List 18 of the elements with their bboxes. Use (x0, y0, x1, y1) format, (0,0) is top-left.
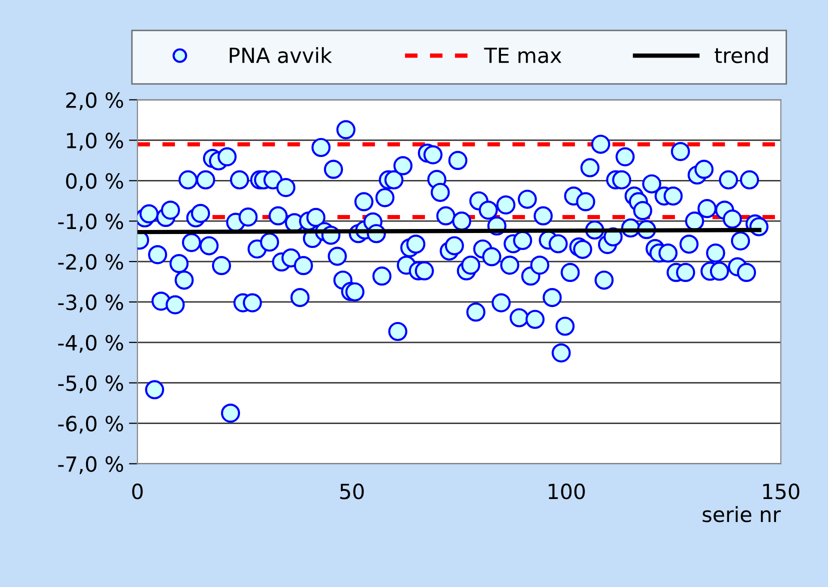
x-tick-label: 100 (548, 484, 585, 500)
y-tick-label: 2,0 % (66, 92, 124, 110)
y-tick-label: -3,0 % (58, 294, 124, 312)
y-tick-label: 1,0 % (66, 132, 124, 151)
x-tick-label: 0 (132, 484, 143, 500)
y-tick-label: -1,0 % (58, 214, 124, 232)
y-tick-label: -7,0 % (58, 456, 124, 474)
legend-label: TE max (484, 48, 562, 64)
y-tick-label: -4,0 % (58, 334, 124, 353)
y-tick-label: 0,0 % (66, 173, 124, 191)
y-tick-label: -2,0 % (58, 254, 124, 272)
y-tick-label: -6,0 % (58, 416, 124, 434)
x-tick-label: 50 (340, 484, 364, 500)
y-tick-label: -5,0 % (58, 375, 124, 394)
x-axis-title: serie nr (702, 506, 781, 522)
legend-label: trend (714, 47, 768, 64)
legend-label: PNA avvik (230, 47, 332, 64)
x-tick-label: 150 (763, 484, 800, 500)
